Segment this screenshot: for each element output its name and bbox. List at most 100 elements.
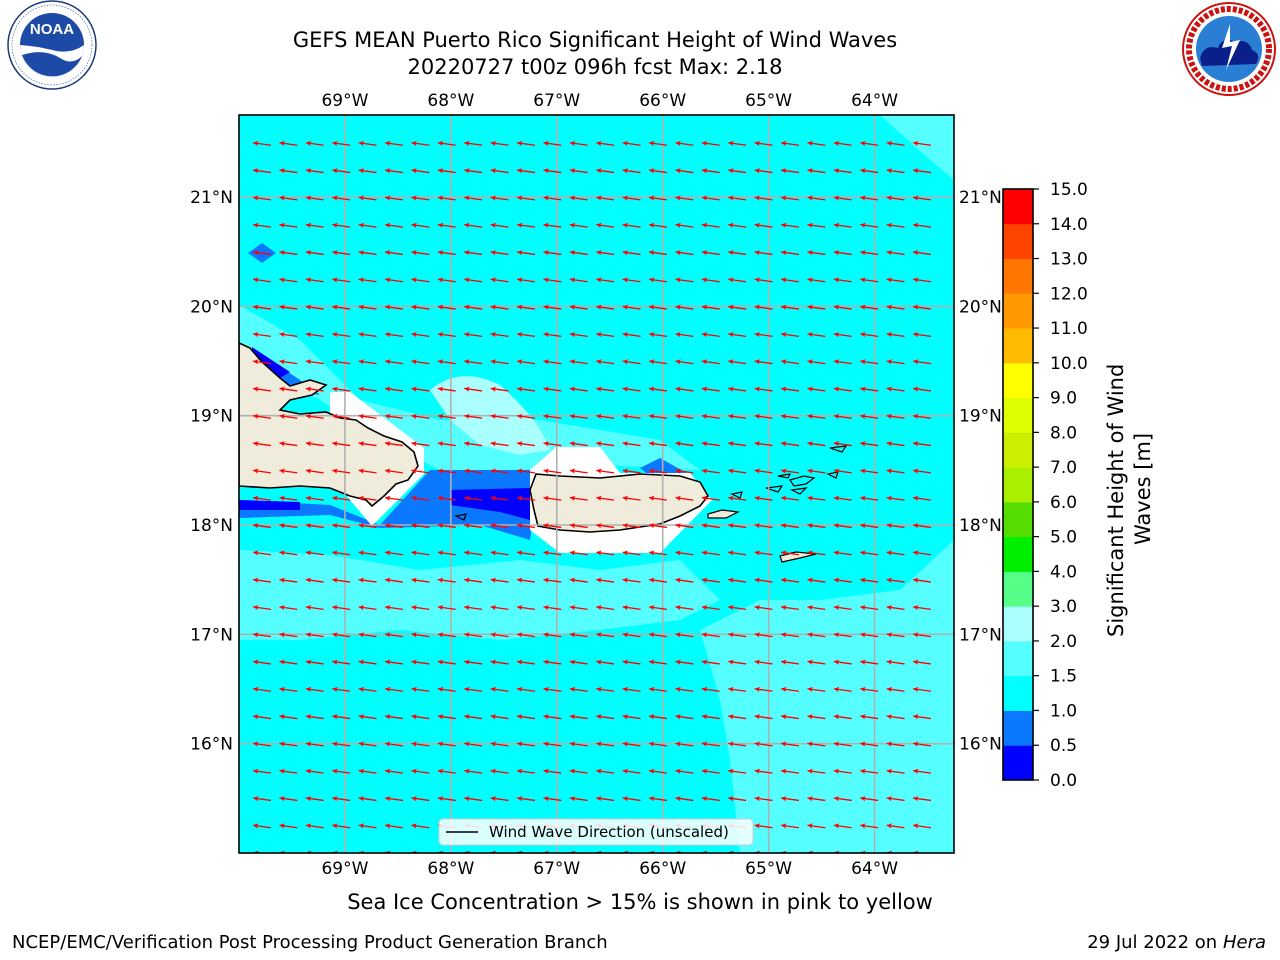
wave-direction-arrow xyxy=(384,604,404,611)
wave-direction-arrow xyxy=(569,550,588,556)
wave-direction-arrow xyxy=(384,577,404,583)
wave-direction-arrow xyxy=(490,168,509,174)
wave-direction-arrow xyxy=(252,768,272,774)
wave-direction-arrow xyxy=(701,632,720,638)
wave-direction-arrow xyxy=(516,195,536,201)
lat-tick-label-right: 21°N xyxy=(959,188,1002,208)
wave-direction-arrow xyxy=(886,195,905,201)
wave-direction-arrow xyxy=(358,714,377,720)
wave-direction-arrow xyxy=(411,741,430,747)
wave-direction-arrow xyxy=(860,741,879,747)
wave-direction-arrow xyxy=(437,250,456,256)
wave-direction-arrow xyxy=(833,577,852,583)
wave-direction-arrow xyxy=(860,823,879,829)
wave-direction-arrow xyxy=(490,195,509,201)
wave-direction-arrow xyxy=(516,768,536,774)
wave-direction-arrow xyxy=(358,632,377,638)
colorbar-tick-label: 2.0 xyxy=(1050,632,1077,652)
wave-direction-arrow xyxy=(860,386,879,392)
wave-direction-arrow xyxy=(675,796,694,802)
wave-direction-arrow xyxy=(411,550,430,556)
wave-direction-arrow xyxy=(543,359,562,365)
wave-direction-arrow xyxy=(701,686,720,693)
wave-direction-arrow xyxy=(912,686,932,693)
wave-direction-arrow xyxy=(754,250,773,256)
wave-direction-arrow xyxy=(384,823,404,829)
wave-direction-arrow xyxy=(833,768,852,774)
wave-direction-arrow xyxy=(437,577,456,583)
wave-direction-arrow xyxy=(833,468,852,474)
lat-tick-label: 16°N xyxy=(190,735,233,755)
wave-direction-arrow xyxy=(569,195,588,201)
wave-direction-arrow xyxy=(411,386,430,392)
wave-direction-arrow xyxy=(754,495,773,501)
wave-direction-arrow xyxy=(860,632,879,638)
wave-direction-arrow xyxy=(305,741,324,747)
wave-direction-arrow xyxy=(358,768,377,774)
wave-height-region-north xyxy=(239,305,700,470)
wave-direction-arrow xyxy=(780,577,800,583)
wave-direction-arrow xyxy=(252,195,272,201)
wave-direction-arrow xyxy=(279,304,298,310)
wave-direction-arrow xyxy=(701,523,720,529)
wave-direction-arrow xyxy=(464,741,483,747)
wave-direction-arrow xyxy=(543,768,562,774)
colorbar-tick-label: 10.0 xyxy=(1050,354,1088,374)
wave-direction-arrow xyxy=(754,277,773,283)
wave-direction-arrow xyxy=(886,140,905,147)
wave-direction-arrow xyxy=(886,823,905,829)
wave-direction-arrow xyxy=(490,523,509,529)
wave-direction-arrow xyxy=(332,659,351,665)
wave-direction-arrow xyxy=(305,823,324,829)
lat-tick-label-right: 16°N xyxy=(959,735,1002,755)
colorbar-bin xyxy=(1003,362,1033,399)
wave-direction-arrow xyxy=(384,550,404,556)
wave-direction-arrow xyxy=(569,140,588,147)
wave-direction-arrow xyxy=(860,441,879,447)
noaa-logo: NOAA xyxy=(7,0,97,90)
wave-direction-arrow xyxy=(569,714,588,720)
wave-direction-arrow xyxy=(886,168,905,174)
wave-direction-arrow xyxy=(675,495,694,501)
wave-direction-arrow xyxy=(833,495,852,501)
wave-direction-arrow xyxy=(596,250,615,256)
wave-direction-arrow xyxy=(648,277,668,283)
colorbar-bin xyxy=(1003,745,1033,781)
wave-direction-arrow xyxy=(543,168,562,174)
wave-direction-arrow xyxy=(596,331,615,338)
wave-direction-arrow xyxy=(860,550,879,556)
wave-direction-arrow xyxy=(622,523,641,529)
wave-direction-arrow xyxy=(543,250,562,256)
wave-direction-arrow xyxy=(754,386,773,392)
wave-direction-arrow xyxy=(912,468,932,474)
wave-direction-arrow xyxy=(622,413,641,420)
wave-direction-arrow xyxy=(912,195,932,201)
wave-direction-arrow xyxy=(279,768,298,774)
wave-direction-arrow xyxy=(886,604,905,611)
wave-direction-arrow xyxy=(622,359,641,365)
wave-direction-arrow xyxy=(754,195,773,201)
wave-direction-arrow xyxy=(860,768,879,774)
wave-direction-arrow xyxy=(622,686,641,693)
wave-direction-arrow xyxy=(516,741,536,747)
wave-direction-arrow xyxy=(332,140,351,147)
wave-direction-arrow xyxy=(622,304,641,310)
colorbar-tick-label: 14.0 xyxy=(1050,215,1088,235)
wave-direction-arrow xyxy=(807,714,826,720)
wave-direction-arrow xyxy=(754,741,773,747)
colorbar-bin xyxy=(1003,328,1033,364)
wave-direction-arrow xyxy=(332,331,351,338)
wave-direction-arrow xyxy=(912,277,932,283)
wave-direction-arrow xyxy=(332,523,351,529)
wave-direction-arrow xyxy=(305,331,324,338)
wave-direction-arrow xyxy=(358,523,377,529)
wave-direction-arrow xyxy=(860,277,879,283)
wave-direction-arrow xyxy=(886,441,905,447)
footer-system: Hera xyxy=(1222,932,1266,953)
wave-direction-arrow xyxy=(358,140,377,147)
lon-tick-label: 66°W xyxy=(639,859,686,879)
wave-direction-arrow xyxy=(675,714,694,720)
wave-direction-arrow xyxy=(358,796,377,802)
wave-direction-arrow xyxy=(728,768,747,774)
